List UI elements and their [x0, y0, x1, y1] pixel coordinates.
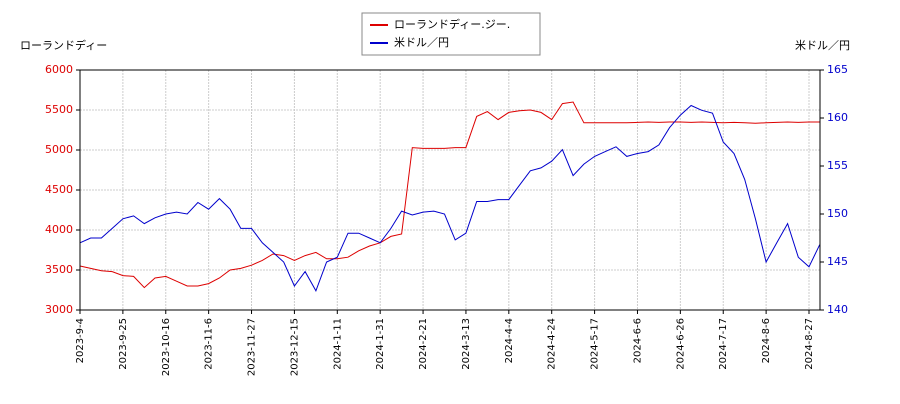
- x-tick-label: 2023-11-6: [204, 318, 215, 370]
- y-tick-label: 3000: [45, 303, 73, 316]
- x-tick-label: 2024-4-4: [504, 318, 515, 363]
- x-tick-label: 2024-8-27: [804, 318, 815, 370]
- y-tick-label: 5500: [45, 103, 73, 116]
- x-tick-label: 2023-9-4: [75, 318, 86, 363]
- x-tick-label: 2024-8-6: [761, 318, 772, 363]
- y2-axis-title: 米ドル／円: [795, 39, 850, 52]
- y-tick-label: 3500: [45, 263, 73, 276]
- x-tick-label: 2024-5-17: [590, 318, 601, 370]
- x-tick-label: 2024-6-6: [632, 318, 643, 363]
- y-tick-label: 5000: [45, 143, 73, 156]
- x-tick-label: 2024-2-21: [418, 318, 429, 370]
- y2-tick-label: 160: [827, 111, 848, 124]
- series-line: [79, 101, 820, 289]
- x-tick-label: 2024-3-13: [461, 318, 472, 370]
- x-tick-label: 2023-11-27: [247, 318, 258, 376]
- legend-label: 米ドル／円: [394, 36, 449, 49]
- plot-frame: [79, 69, 821, 311]
- x-tick-label: 2024-4-24: [547, 318, 558, 370]
- y2-tick-label: 150: [827, 207, 848, 220]
- y-tick-label: 4000: [45, 223, 73, 236]
- x-tick-label: 2023-12-15: [289, 318, 300, 376]
- y2-tick-label: 145: [827, 255, 848, 268]
- y2-tick-label: 140: [827, 303, 848, 316]
- x-tick-label: 2024-1-31: [375, 318, 386, 370]
- y2-tick-label: 155: [827, 159, 848, 172]
- y-tick-label: 6000: [45, 63, 73, 76]
- x-tick-label: 2024-7-17: [718, 318, 729, 370]
- series-line: [79, 104, 821, 292]
- y-tick-label: 4500: [45, 183, 73, 196]
- x-tick-label: 2024-1-11: [332, 318, 343, 370]
- y-axis-title: ローランドディー: [20, 38, 107, 52]
- legend: [361, 12, 541, 56]
- x-tick-label: 2023-9-25: [118, 318, 129, 370]
- x-tick-label: 2023-10-16: [161, 318, 172, 376]
- legend-label: ローランドディー.ジー.: [394, 17, 510, 31]
- x-tick-label: 2024-6-26: [675, 318, 686, 370]
- y2-tick-label: 165: [827, 63, 848, 76]
